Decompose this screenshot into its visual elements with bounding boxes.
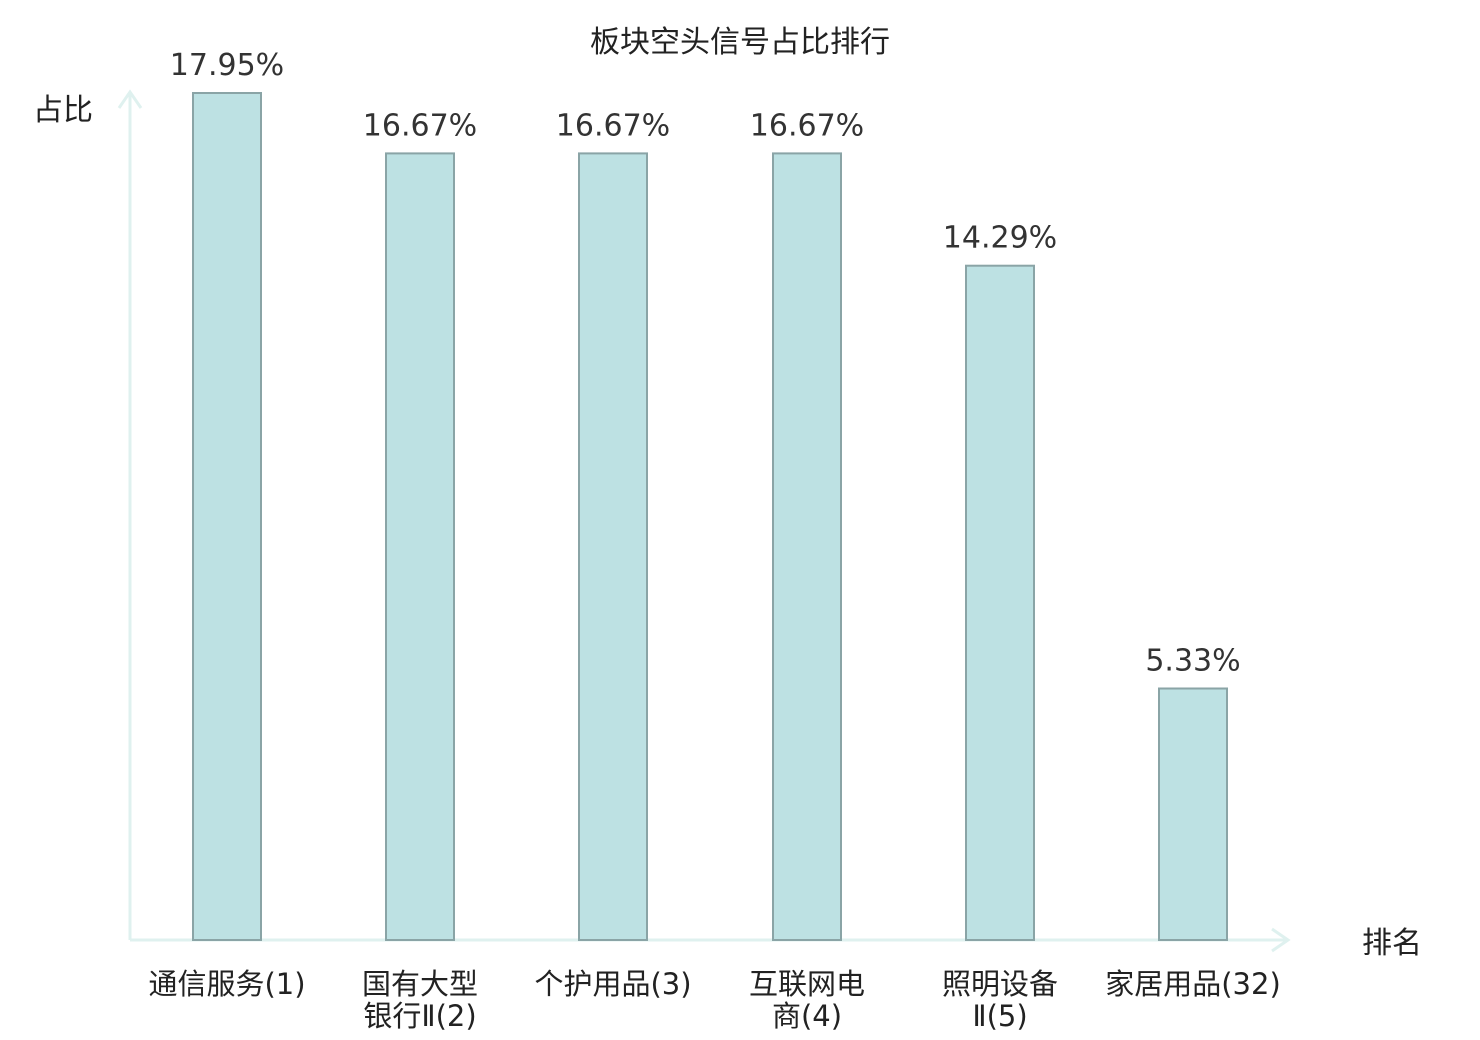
bar (1158, 687, 1228, 941)
category-label: 互联网电 (749, 967, 865, 1001)
x-axis (130, 927, 1291, 953)
y-axis-label: 占比 (33, 93, 93, 128)
bar-value-label: 16.67% (363, 108, 477, 143)
y-axis (117, 89, 143, 940)
category-label: 国有大型 (362, 967, 478, 1001)
bar (385, 152, 455, 942)
bars (192, 92, 1228, 942)
bar (965, 264, 1035, 941)
category-label: Ⅱ(5) (972, 999, 1027, 1033)
bar-value-label: 14.29% (943, 221, 1057, 256)
value-labels: 17.95% 16.67% 16.67% 16.67% 14.29% 5.33% (170, 48, 1241, 678)
chart-title: 板块空头信号占比排行 (590, 25, 890, 60)
bar-value-label: 17.95% (170, 48, 284, 83)
x-axis-label: 排名 (1362, 926, 1422, 961)
category-label: 商(4) (772, 999, 842, 1033)
bar (192, 92, 262, 941)
category-label: 照明设备 (942, 967, 1058, 1001)
category-label: 通信服务(1) (148, 967, 305, 1001)
category-label: 银行Ⅱ(2) (363, 999, 476, 1033)
bar (578, 152, 648, 942)
bar-value-label: 5.33% (1145, 643, 1240, 678)
bar-value-label: 16.67% (556, 108, 670, 143)
bar-value-label: 16.67% (750, 108, 864, 143)
bar (772, 152, 842, 942)
category-label: 家居用品(32) (1105, 967, 1281, 1001)
category-label: 个护用品(3) (534, 967, 691, 1001)
